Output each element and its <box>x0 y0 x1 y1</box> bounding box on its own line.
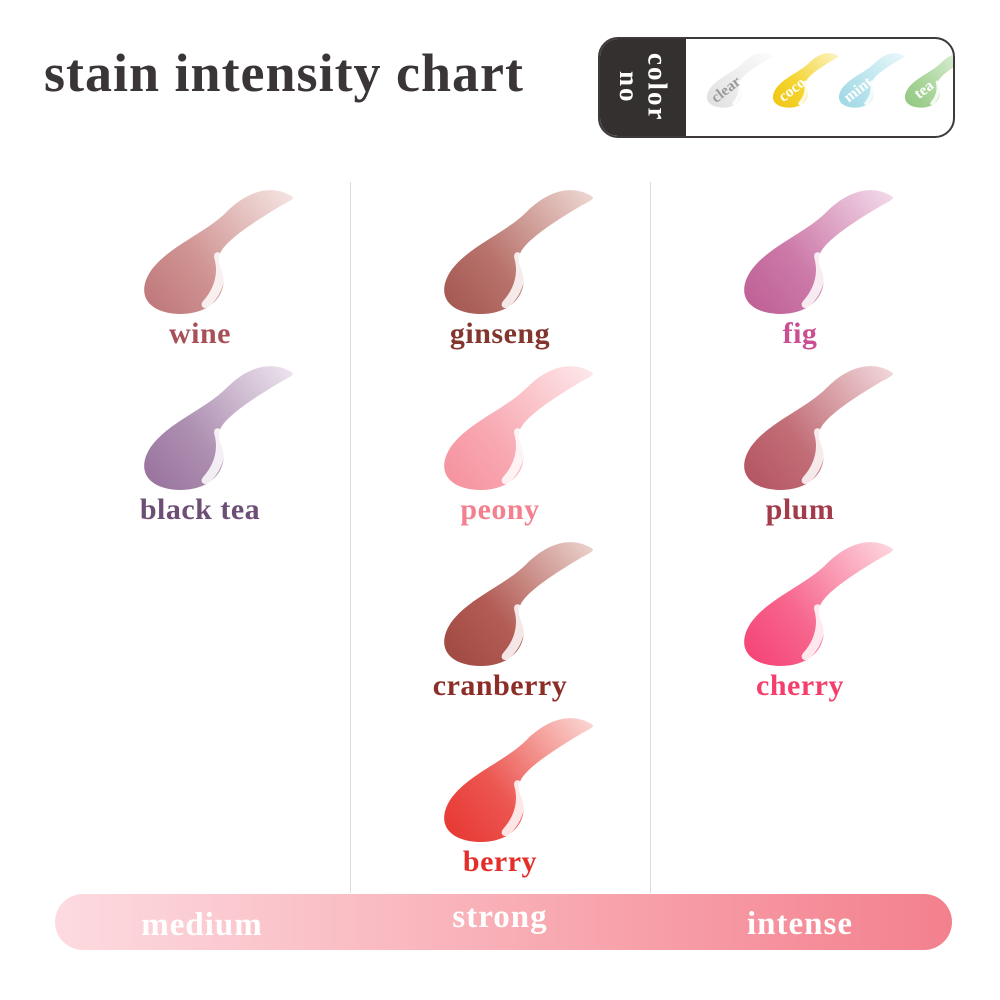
tea-swatch: tea <box>904 54 953 108</box>
scale-label-intense: intense <box>747 906 853 942</box>
gloss-highlight <box>864 80 875 106</box>
swatch-label-cranberry: cranberry <box>432 669 568 702</box>
smear-shape <box>838 53 905 108</box>
swatch-label-black-tea: black tea <box>139 493 261 526</box>
gloss-highlight <box>501 780 525 837</box>
smear-shape <box>143 190 293 314</box>
page-title: stain intensity chart <box>44 43 524 103</box>
swatch-cell-black-tea: black tea <box>50 358 350 534</box>
swatch-cell-plum: plum <box>650 358 950 534</box>
no-color-label: no color <box>600 39 686 136</box>
smear-shape <box>443 190 593 314</box>
smear-shape <box>743 190 893 314</box>
swatch-cell-cranberry: cranberry <box>350 534 650 710</box>
gloss-highlight-thin <box>870 82 878 107</box>
gloss-highlight-thin <box>814 608 833 664</box>
swatch-label-plum: plum <box>765 493 835 526</box>
smear-shape <box>443 718 593 842</box>
swatch-cell-ginseng: ginseng <box>350 182 650 358</box>
clear-swatch: clear <box>706 53 773 108</box>
gloss-highlight <box>801 604 825 661</box>
no-color-panel: no color clear coco mint tea <box>598 37 955 138</box>
swatch-label-peony: peony <box>460 493 540 526</box>
swatch-cell-peony: peony <box>350 358 650 534</box>
gloss-highlight-thin <box>514 608 533 664</box>
column-separator-1 <box>350 182 351 893</box>
smear-shape <box>772 53 839 108</box>
smear-shape <box>143 366 293 490</box>
gloss-highlight <box>501 428 525 485</box>
gloss-highlight <box>732 80 743 106</box>
fig-swatch <box>743 190 893 314</box>
swatch-cell-fig: fig <box>650 182 950 358</box>
black-tea-swatch <box>143 366 293 490</box>
swatch-label-cherry: cherry <box>756 669 844 702</box>
swatch-cell-berry: berry <box>350 710 650 886</box>
gloss-highlight-thin <box>514 784 533 840</box>
intensity-scale-bar: medium strong intense <box>55 894 952 950</box>
coco-swatch: coco <box>772 53 839 108</box>
smear-shape <box>743 542 893 666</box>
mini-swatch-tea: tea <box>894 51 953 113</box>
gloss-highlight <box>201 252 225 309</box>
swatch-label-ginseng: ginseng <box>449 317 551 350</box>
smear-shape <box>443 366 593 490</box>
gloss-highlight-thin <box>214 432 233 488</box>
column-strong: ginseng peony cranberry berry <box>350 182 650 886</box>
gloss-highlight <box>501 252 525 309</box>
ginseng-swatch <box>443 190 593 314</box>
column-intense: fig plum cherry <box>650 182 950 710</box>
swatch-label-fig: fig <box>782 317 818 350</box>
mini-swatch-mint: mint <box>828 51 910 113</box>
scale-label-strong: strong <box>452 899 548 935</box>
swatch-cell-cherry: cherry <box>650 534 950 710</box>
peony-swatch <box>443 366 593 490</box>
plum-swatch <box>743 366 893 490</box>
wine-swatch <box>143 190 293 314</box>
column-separator-2 <box>650 182 651 893</box>
swatch-cell-wine: wine <box>50 182 350 358</box>
gloss-highlight-thin <box>514 256 533 312</box>
gloss-highlight-thin <box>738 82 746 107</box>
mint-swatch: mint <box>838 53 905 108</box>
gloss-highlight <box>798 80 809 106</box>
gloss-highlight-thin <box>936 82 944 107</box>
gloss-highlight <box>501 604 525 661</box>
no-color-swatches: clear coco mint tea <box>686 39 953 136</box>
smear-shape <box>706 53 773 108</box>
gloss-highlight <box>201 428 225 485</box>
gloss-highlight <box>930 80 941 106</box>
gloss-highlight-thin <box>814 256 833 312</box>
scale-label-medium: medium <box>141 907 263 943</box>
mini-swatch-clear: clear <box>696 51 778 113</box>
smear-shape <box>743 366 893 490</box>
smear-shape <box>443 542 593 666</box>
gloss-highlight-thin <box>804 82 812 107</box>
berry-swatch <box>443 718 593 842</box>
swatch-label-wine: wine <box>169 317 231 350</box>
gloss-highlight-thin <box>514 432 533 488</box>
gloss-highlight <box>801 252 825 309</box>
gloss-highlight <box>801 428 825 485</box>
gloss-highlight-thin <box>814 432 833 488</box>
cherry-swatch <box>743 542 893 666</box>
smear-shape <box>904 54 953 108</box>
swatch-label-berry: berry <box>462 845 538 878</box>
column-medium: wine black tea <box>50 182 350 534</box>
cranberry-swatch <box>443 542 593 666</box>
mini-swatch-coco: coco <box>762 51 844 113</box>
gloss-highlight-thin <box>214 256 233 312</box>
